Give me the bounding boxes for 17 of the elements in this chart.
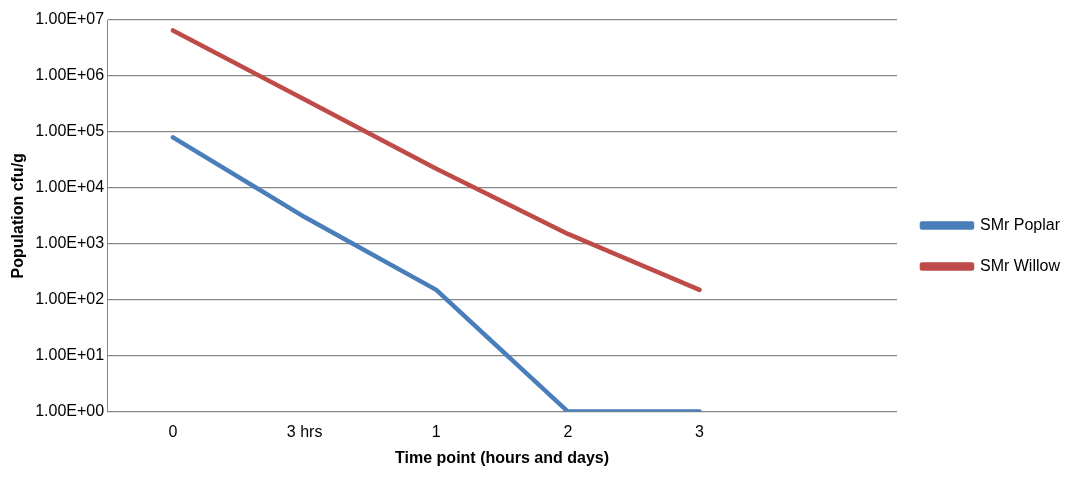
y-tick-label: 1.00E+07 — [35, 10, 105, 28]
x-axis-title: Time point (hours and days) — [395, 448, 610, 466]
x-tick-label: 1 — [431, 422, 441, 440]
y-tick-label: 1.00E+00 — [35, 402, 105, 420]
legend-label: SMr Poplar — [979, 215, 1061, 233]
x-tick-label: 0 — [168, 422, 178, 440]
legend-label: SMr Willow — [979, 256, 1061, 274]
y-tick-label: 1.00E+05 — [35, 122, 105, 140]
y-tick-label: 1.00E+04 — [35, 178, 105, 196]
x-tick-label: 3 hrs — [286, 422, 323, 440]
y-tick-label: 1.00E+06 — [35, 66, 105, 84]
x-tick-label: 2 — [563, 422, 573, 440]
y-tick-label: 1.00E+03 — [35, 234, 105, 252]
y-axis-title: Population cfu/g — [9, 153, 27, 279]
y-tick-label: 1.00E+02 — [35, 290, 105, 308]
x-tick-label: 3 — [695, 422, 705, 440]
y-tick-label: 1.00E+01 — [35, 346, 105, 364]
